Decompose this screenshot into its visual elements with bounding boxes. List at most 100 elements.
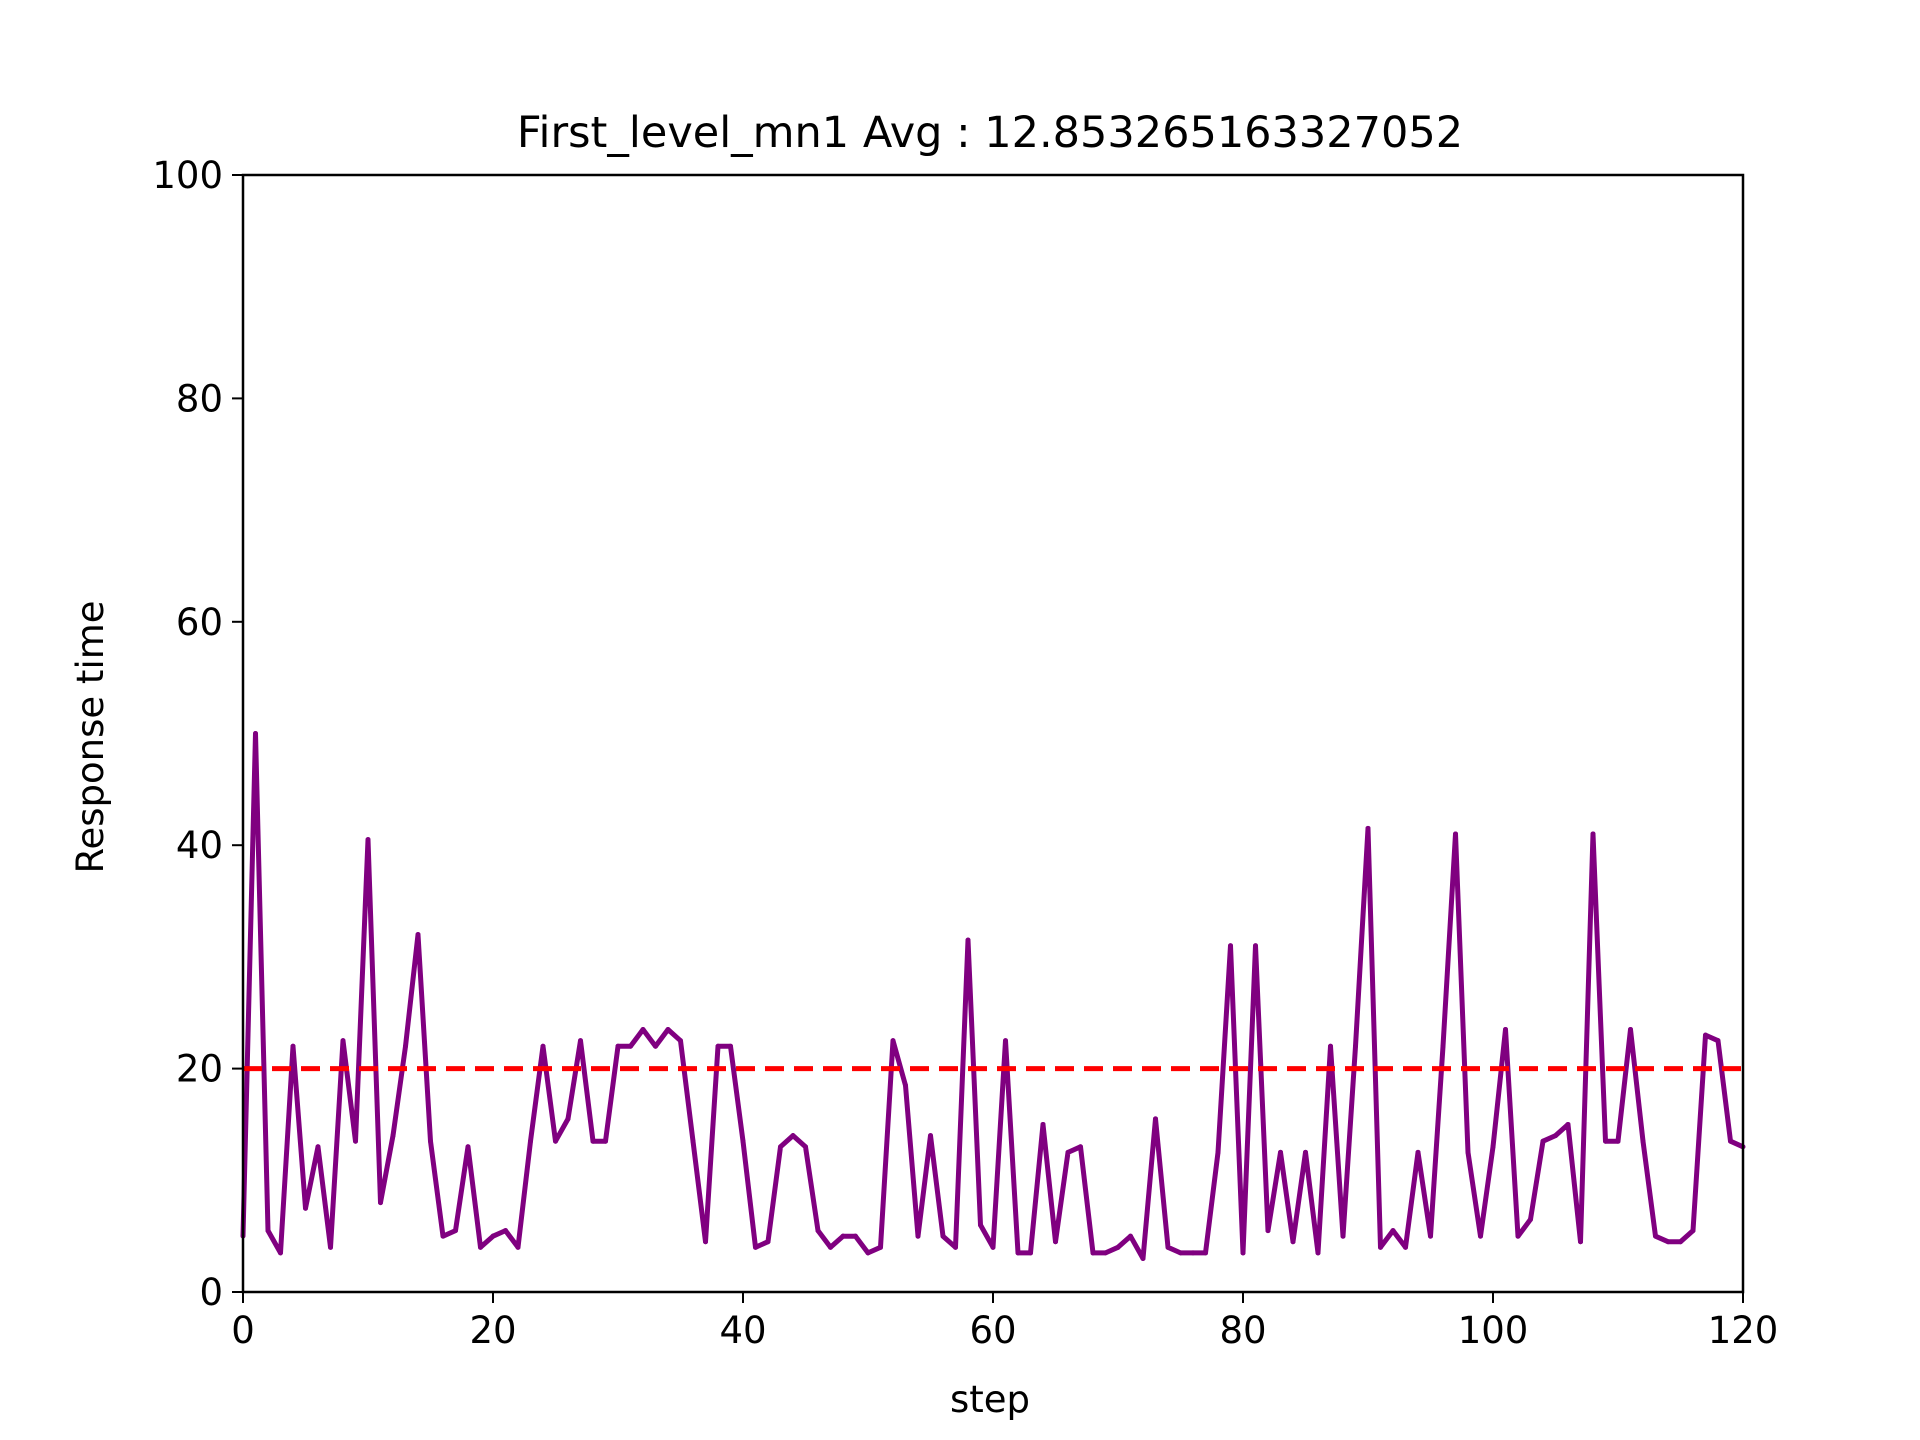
data-point — [1203, 1250, 1208, 1256]
data-point — [1365, 825, 1371, 831]
data-point — [1053, 1239, 1058, 1245]
data-point — [1178, 1250, 1183, 1256]
data-point — [1190, 1250, 1196, 1256]
data-point — [1065, 1149, 1071, 1155]
data-point — [878, 1244, 883, 1250]
data-point — [1478, 1233, 1483, 1239]
y-tick-label: 0 — [199, 1271, 223, 1314]
data-point — [503, 1228, 508, 1234]
x-tick-label: 80 — [1219, 1309, 1266, 1352]
data-point — [365, 837, 371, 843]
data-point — [1240, 1250, 1246, 1256]
data-point — [1665, 1239, 1671, 1245]
data-point — [1503, 1027, 1508, 1033]
data-point — [1703, 1032, 1708, 1038]
data-point — [1153, 1116, 1158, 1122]
data-point — [1215, 1149, 1221, 1155]
data-point — [253, 731, 258, 736]
data-point — [1328, 1043, 1333, 1049]
data-point — [1578, 1239, 1583, 1245]
data-point — [378, 1200, 383, 1206]
data-point — [278, 1250, 283, 1256]
data-point — [315, 1144, 321, 1150]
data-point — [1390, 1228, 1396, 1234]
axis-ticks: 0 20 40 60 80 100 120 0 20 40 60 80 100 — [152, 154, 1778, 1352]
data-point — [1115, 1244, 1121, 1250]
x-tick-label: 60 — [969, 1309, 1016, 1352]
data-point — [328, 1244, 333, 1250]
data-point — [1278, 1149, 1283, 1155]
data-point — [1103, 1250, 1108, 1256]
data-point — [1078, 1144, 1083, 1150]
data-point — [1128, 1233, 1133, 1239]
data-point — [1353, 1043, 1358, 1049]
data-point — [390, 1133, 396, 1139]
data-point — [540, 1043, 546, 1049]
y-tick-label: 80 — [176, 377, 223, 420]
data-point — [1028, 1250, 1033, 1256]
data-point — [903, 1082, 908, 1088]
plot-content — [240, 731, 1746, 1261]
data-point — [515, 1244, 521, 1250]
data-point — [603, 1138, 608, 1144]
data-point — [978, 1222, 983, 1228]
data-point — [465, 1144, 471, 1150]
data-point — [1403, 1244, 1408, 1250]
data-point — [1640, 1138, 1646, 1144]
data-point — [1290, 1239, 1296, 1245]
data-point — [1253, 943, 1258, 949]
data-point — [1453, 831, 1458, 837]
data-point — [778, 1144, 783, 1150]
x-tick-label: 40 — [719, 1309, 766, 1352]
data-point — [553, 1138, 558, 1144]
plot-frame — [241, 173, 1745, 1294]
x-tick-label: 20 — [469, 1309, 516, 1352]
y-tick-label: 100 — [152, 154, 223, 197]
data-point — [1415, 1149, 1421, 1155]
data-point — [1090, 1250, 1096, 1256]
data-point — [1340, 1233, 1346, 1239]
data-point — [665, 1027, 671, 1033]
data-point — [1228, 943, 1233, 949]
data-point — [703, 1239, 708, 1245]
data-point — [753, 1244, 758, 1250]
data-point — [565, 1116, 571, 1122]
data-point — [828, 1244, 833, 1250]
data-point — [790, 1133, 796, 1139]
y-axis-label: Response time — [69, 600, 112, 873]
data-point — [1165, 1244, 1171, 1250]
data-point — [815, 1228, 821, 1234]
data-point — [578, 1038, 583, 1044]
data-point — [1690, 1228, 1696, 1234]
data-point — [440, 1233, 446, 1239]
data-point — [353, 1138, 358, 1144]
data-point — [915, 1233, 921, 1239]
data-point — [1265, 1228, 1271, 1234]
data-point — [1528, 1216, 1533, 1222]
x-tick-label: 0 — [231, 1309, 255, 1352]
data-point — [653, 1043, 658, 1049]
data-point — [453, 1228, 458, 1234]
data-point — [690, 1138, 696, 1144]
y-tick-label: 40 — [176, 824, 223, 867]
x-tick-label: 100 — [1458, 1309, 1529, 1352]
data-point — [740, 1138, 746, 1144]
data-point — [478, 1244, 483, 1250]
data-point — [590, 1138, 596, 1144]
data-point — [678, 1038, 683, 1044]
data-point — [1628, 1027, 1633, 1033]
data-point — [1440, 1043, 1446, 1049]
data-point — [728, 1043, 733, 1049]
data-point — [765, 1239, 771, 1245]
data-point — [1653, 1233, 1658, 1239]
data-point — [715, 1043, 721, 1049]
data-point — [803, 1144, 808, 1150]
data-point — [1590, 831, 1596, 837]
data-point — [840, 1233, 846, 1239]
data-point — [853, 1233, 858, 1239]
data-point — [290, 1043, 296, 1049]
data-point — [1540, 1138, 1546, 1144]
data-point — [990, 1244, 996, 1250]
